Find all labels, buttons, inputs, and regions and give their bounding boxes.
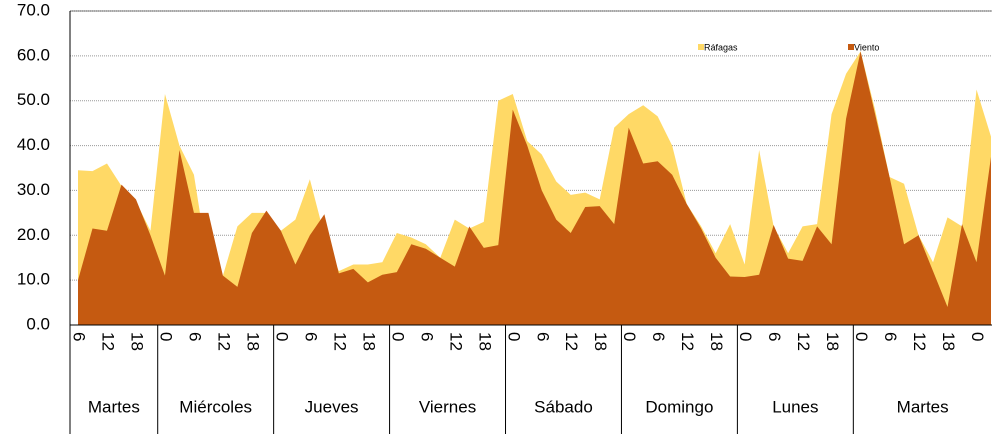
y-tick-label: 60.0: [17, 45, 50, 64]
x-tick-label: 0: [968, 332, 987, 341]
x-tick-label: 0: [272, 332, 291, 341]
x-tick-label: 12: [794, 332, 813, 351]
x-tick-label: 18: [359, 332, 378, 351]
x-tick-label: 6: [301, 332, 320, 341]
x-tick-label: 12: [678, 332, 697, 351]
group-label: Martes: [88, 397, 140, 416]
x-tick-label: 18: [707, 332, 726, 351]
group-label: Lunes: [772, 397, 818, 416]
x-tick-label: 6: [765, 332, 784, 341]
legend-swatch: [698, 44, 704, 50]
x-tick-label: 12: [98, 332, 117, 351]
x-tick-label: 18: [127, 332, 146, 351]
x-tick-label: 0: [504, 332, 523, 341]
y-tick-label: 70.0: [17, 0, 50, 19]
x-tick-label: 6: [649, 332, 668, 341]
group-label: Viernes: [419, 397, 476, 416]
x-tick-label: 18: [823, 332, 842, 351]
legend-label: Ráfagas: [704, 42, 738, 52]
group-label: Martes: [897, 397, 949, 416]
x-tick-label: 18: [475, 332, 494, 351]
x-tick-label: 6: [70, 332, 89, 341]
group-label: Domingo: [645, 397, 713, 416]
x-tick-label: 18: [591, 332, 610, 351]
group-label: Miércoles: [179, 397, 252, 416]
y-tick-label: 30.0: [17, 180, 50, 199]
x-tick-label: 18: [243, 332, 262, 351]
x-tick-label: 12: [214, 332, 233, 351]
x-tick-label: 0: [156, 332, 175, 341]
legend-swatch: [848, 44, 854, 50]
x-tick-label: 12: [562, 332, 581, 351]
x-tick-label: 0: [852, 332, 871, 341]
x-tick-label: 0: [388, 332, 407, 341]
y-tick-label: 10.0: [17, 270, 50, 289]
x-tick-label: 6: [881, 332, 900, 341]
y-tick-label: 50.0: [17, 90, 50, 109]
x-tick-label: 12: [910, 332, 929, 351]
group-label: Sábado: [534, 397, 593, 416]
group-label: Jueves: [305, 397, 359, 416]
y-tick-label: 0.0: [26, 314, 50, 333]
x-tick-label: 18: [939, 332, 958, 351]
x-tick-label: 6: [533, 332, 552, 341]
x-tick-label: 6: [417, 332, 436, 341]
x-tick-label: 12: [330, 332, 349, 351]
x-tick-label: 0: [620, 332, 639, 341]
area: [78, 51, 991, 325]
x-tick-label: 6: [185, 332, 204, 341]
x-tick-label: 0: [736, 332, 755, 341]
y-tick-label: 20.0: [17, 225, 50, 244]
x-tick-label: 12: [446, 332, 465, 351]
y-tick-label: 40.0: [17, 135, 50, 154]
legend-label: Viento: [854, 42, 879, 52]
